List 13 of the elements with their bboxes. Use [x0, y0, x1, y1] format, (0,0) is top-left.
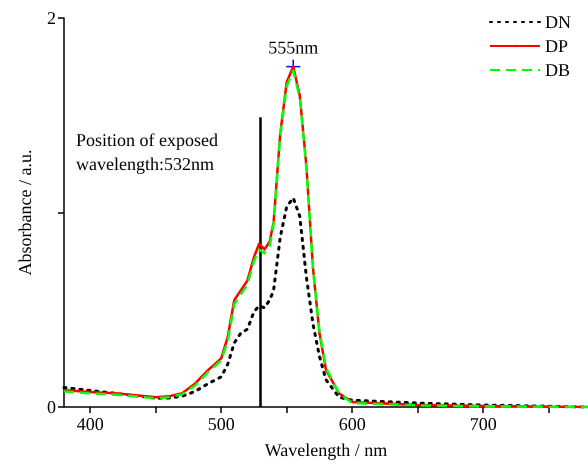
- y-tick-label: 2: [47, 8, 56, 28]
- legend-label: DN: [545, 12, 571, 32]
- legend-label: DB: [545, 60, 570, 80]
- legend-label: DP: [545, 36, 568, 56]
- x-tick-label: 600: [338, 414, 366, 434]
- x-axis-title: Wavelength / nm: [264, 440, 388, 460]
- annotation: Position of exposed wavelength:532nm: [76, 130, 222, 174]
- y-tick-label: 0: [47, 397, 56, 417]
- y-axis-title: Absorbance / a.u.: [15, 150, 35, 276]
- x-tick-label: 500: [208, 414, 235, 434]
- x-tick-label: 700: [470, 414, 497, 434]
- annotation: 555nm: [268, 38, 318, 58]
- x-tick-label: 400: [76, 414, 104, 434]
